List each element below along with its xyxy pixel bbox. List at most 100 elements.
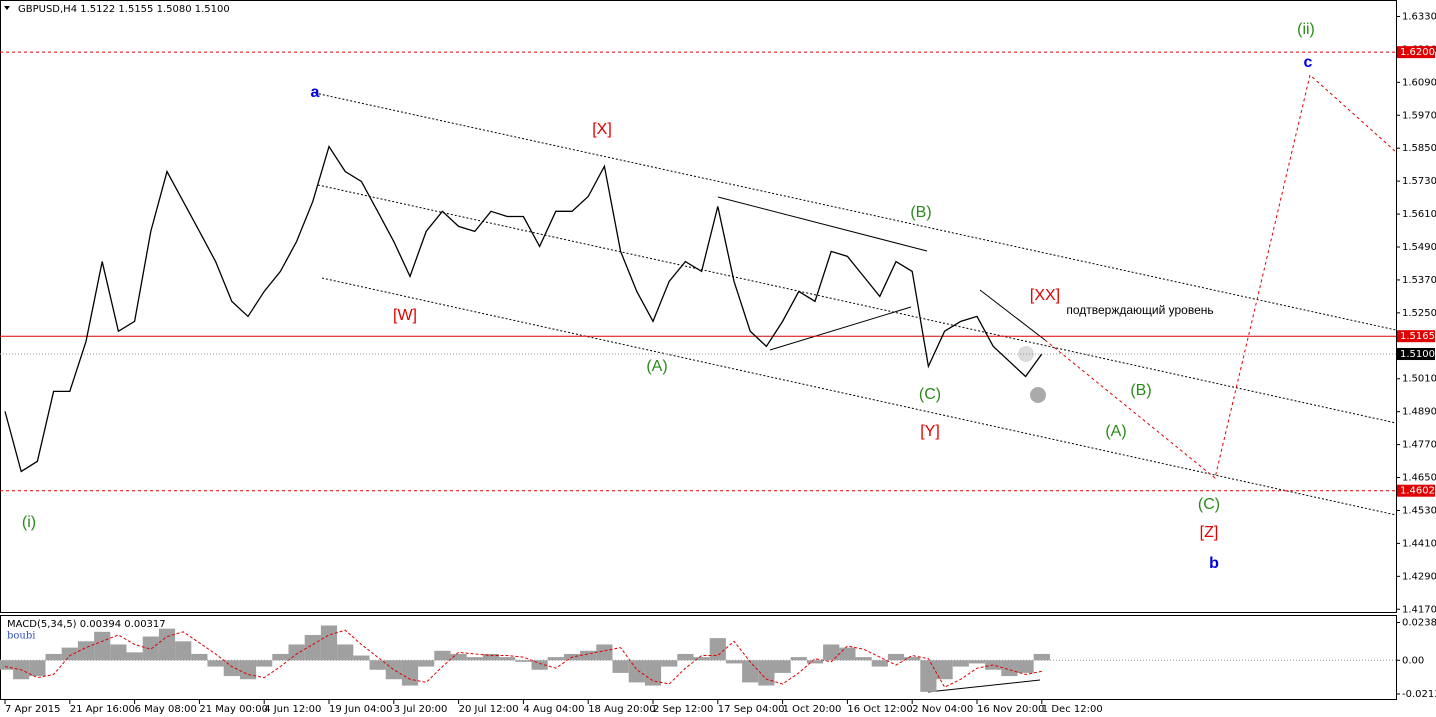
macd-bar (353, 655, 370, 661)
macd-bar (401, 660, 419, 686)
sub-frame (0, 615, 1397, 700)
macd-bar (94, 631, 111, 661)
macd-bar (45, 653, 62, 661)
macd-bar (839, 647, 856, 661)
macd-bar (272, 653, 289, 661)
macd-bar (644, 660, 662, 686)
macd-bar (515, 660, 532, 662)
wave-label: [W] (393, 307, 417, 324)
x-tick-label: 16 Nov 20:00 (977, 704, 1044, 715)
macd-bar (790, 657, 807, 661)
macd-bar (580, 650, 597, 661)
channel-bottom (321, 277, 1397, 516)
x-tick-label: 7 Apr 2015 (5, 704, 60, 715)
macd-bar (742, 660, 759, 683)
y-tick-label: 1.4410 (1402, 538, 1436, 549)
y-tick-label: -0.02132 (1402, 689, 1436, 700)
y-tick-label: 1.5850 (1402, 143, 1436, 154)
level-box (1397, 330, 1435, 343)
x-tick-label: 3 Jul 20:00 (394, 704, 448, 715)
macd-bar (223, 660, 240, 677)
wave-label: [X] (592, 121, 612, 138)
macd-bar (304, 634, 321, 661)
macd-bar (466, 657, 483, 661)
macd-bar (758, 660, 775, 686)
macd-subtitle: boubi (7, 631, 35, 642)
y-tick-label: 1.4890 (1402, 407, 1436, 418)
macd-bar (191, 653, 208, 661)
price-line (4, 145, 1043, 473)
channel-mid (317, 184, 1397, 424)
macd-bar (806, 660, 824, 664)
wave-label: [XX] (1030, 287, 1060, 304)
macd-bar (418, 660, 435, 667)
x-tick-label: 2 Sep 12:00 (653, 704, 713, 715)
macd-bar (77, 641, 95, 661)
x-tick-label: 19 Jun 04:00 (329, 704, 393, 715)
macd-bar (126, 652, 143, 661)
wave-label: подтверждающий уровень (1066, 303, 1213, 317)
y-tick-label: 1.4650 (1402, 473, 1436, 484)
y-tick-label: 0.00 (1402, 655, 1424, 666)
x-tick-label: 4 Jun 12:00 (264, 704, 321, 715)
macd-bar (1001, 660, 1018, 677)
macd-bar (968, 660, 986, 664)
macd-bar (547, 657, 564, 661)
macd-bar (871, 660, 888, 667)
main-frame (0, 0, 1397, 613)
channel-top (314, 92, 1397, 331)
macd-bar (434, 650, 451, 661)
macd-bar (61, 647, 78, 661)
macd-bar (385, 660, 402, 680)
macd-bar (936, 660, 953, 680)
wave-label: (i) (22, 514, 36, 531)
x-tick-label: 4 Aug 04:00 (523, 704, 584, 715)
level-label: 1.5100 (1400, 349, 1435, 360)
macd-bar (661, 660, 678, 667)
y-tick-label: 1.5610 (1402, 209, 1436, 220)
macd-bar (110, 644, 127, 661)
macd-bar (239, 660, 257, 680)
macd-bar (887, 653, 905, 661)
x-tick-label: 21 May 00:00 (199, 704, 268, 715)
macd-bar (628, 660, 645, 683)
level-box (1397, 348, 1435, 361)
wave-label: [Y] (920, 423, 940, 440)
macd-bar (1033, 653, 1050, 661)
y-tick-label: 1.5970 (1402, 110, 1436, 121)
macd-bar (904, 657, 921, 661)
projection (1044, 74, 1397, 479)
macd-bar (596, 644, 613, 661)
macd-bar (677, 653, 694, 661)
y-tick-label: 1.5730 (1402, 176, 1436, 187)
macd-bar (531, 660, 548, 670)
macd-bar (920, 660, 937, 692)
y-tick-label: 1.5490 (1402, 242, 1436, 253)
macd-bar (450, 653, 467, 661)
wave-label: (A) (646, 358, 667, 375)
level-label: 1.5165 (1400, 331, 1435, 342)
x-tick-label: 20 Jul 12:00 (459, 704, 519, 715)
x-tick-label: 1 Dec 12:00 (1042, 704, 1103, 715)
divergence-line (927, 679, 1041, 693)
x-tick-label: 18 Aug 20:00 (588, 704, 655, 715)
wave-label: [Z] (1200, 524, 1219, 541)
level-box (1397, 484, 1435, 497)
macd-bar (320, 625, 338, 661)
macd-bar (482, 653, 500, 661)
macd-bar (256, 660, 273, 667)
macd-bar (369, 660, 386, 670)
trendlines (314, 74, 1397, 693)
macd-bar (774, 660, 791, 673)
y-tick-label: 1.4290 (1402, 571, 1436, 582)
macd-bar (175, 641, 192, 661)
y-tick-label: 0.02386 (1402, 618, 1436, 629)
wave-label: b (1209, 555, 1219, 572)
wave-label: c (1304, 54, 1313, 71)
chart-title: GBPUSD,H4 1.5122 1.5155 1.5080 1.5100 (18, 4, 230, 15)
macd-bar (337, 644, 354, 661)
macd-bar (0, 660, 14, 670)
x-tick-label: 16 Oct 12:00 (847, 704, 912, 715)
macd-bar (823, 644, 840, 661)
